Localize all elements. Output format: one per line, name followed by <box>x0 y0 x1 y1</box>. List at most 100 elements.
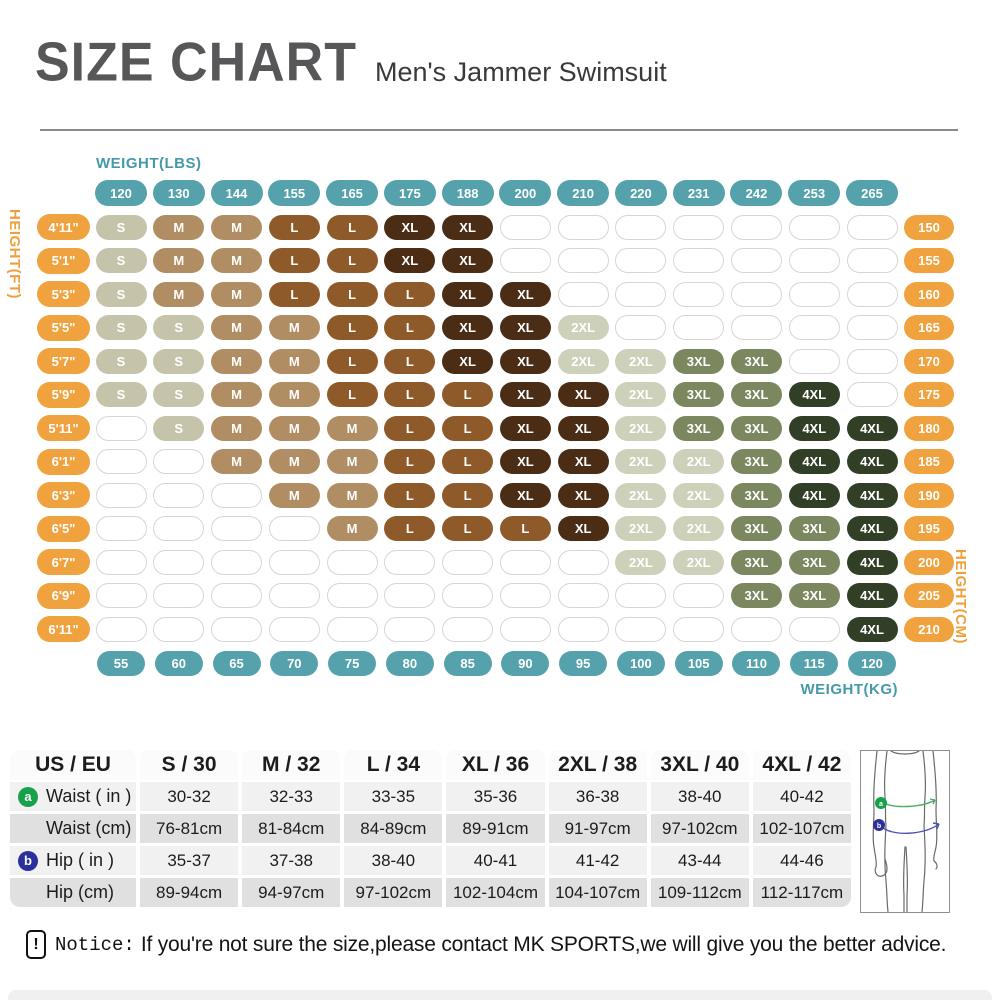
weight-kg-pill: 80 <box>385 650 434 676</box>
notice-bar: ! Notice: If you're not sure the size,pl… <box>26 930 946 959</box>
size-cell-empty <box>557 281 609 307</box>
weight-lbs-pill: 265 <box>846 180 898 206</box>
size-cell-pill: XL <box>442 348 494 374</box>
size-cell-pill: L <box>326 348 378 374</box>
size-cell-pill: S <box>153 382 205 407</box>
size-cell-pill: L <box>384 315 436 340</box>
size-cell-pill: M <box>268 415 320 441</box>
size-cell-empty <box>557 616 609 642</box>
weight-kg-pill: 55 <box>97 650 145 676</box>
height-cm-pill: 165 <box>904 315 954 340</box>
size-cell-pill: XL <box>557 382 609 407</box>
size-cell-empty <box>326 616 378 642</box>
size-cell-pill: 3XL <box>673 415 725 441</box>
height-ft-pill: 6'3" <box>37 482 90 508</box>
size-cell-empty <box>153 516 205 541</box>
table-value-cell: 35-37 <box>140 846 239 875</box>
height-cm-pill: 200 <box>904 549 954 575</box>
size-cell-pill: 3XL <box>788 583 840 608</box>
weight-lbs-pill: 120 <box>95 180 147 206</box>
size-cell-pill: S <box>95 281 147 307</box>
table-value-cell: 104-107cm <box>548 878 647 907</box>
size-cell-pill: M <box>211 281 263 307</box>
height-ft-label: HEIGHT(FT) <box>6 209 23 299</box>
height-cm-pill: 175 <box>904 382 954 407</box>
weight-lbs-label: WEIGHT(LBS) <box>96 155 202 172</box>
size-cell-pill: XL <box>557 482 609 508</box>
size-cell-pill: M <box>153 248 205 273</box>
height-cm-pill: 155 <box>904 248 954 273</box>
size-cell-pill: XL <box>442 315 494 340</box>
size-cell-empty <box>153 616 205 642</box>
row-label-text: Waist ( in ) <box>46 786 132 806</box>
size-cell-empty <box>673 583 725 608</box>
weight-lbs-pill: 165 <box>326 180 379 206</box>
size-cell-empty <box>615 248 667 273</box>
size-cell-pill: 3XL <box>730 415 782 441</box>
size-cell-pill: L <box>268 281 320 307</box>
size-cell-pill: XL <box>557 516 609 541</box>
height-cm-label: HEIGHT(CM) <box>952 549 969 644</box>
size-cell-pill: XL <box>384 214 436 240</box>
height-ft-pill: 4'11" <box>37 214 90 240</box>
table-value-cell: 37-38 <box>242 846 341 875</box>
height-cm-pill: 180 <box>904 415 954 441</box>
size-cell-pill: M <box>268 315 320 340</box>
size-cell-pill: M <box>326 449 378 474</box>
size-cell-empty <box>95 583 147 608</box>
size-cell-empty <box>268 549 320 575</box>
size-cell-pill: M <box>268 382 320 407</box>
size-cell-pill: L <box>384 382 436 407</box>
height-cm-pill: 210 <box>904 616 954 642</box>
size-cell-empty <box>153 482 205 508</box>
size-cell-pill: XL <box>442 214 494 240</box>
size-cell-pill: S <box>95 214 147 240</box>
size-cell-empty <box>615 315 667 340</box>
size-cell-pill: M <box>268 482 320 508</box>
height-cm-pill: 150 <box>904 214 954 240</box>
size-cell-pill: 2XL <box>673 482 725 508</box>
size-cell-empty <box>788 214 840 240</box>
size-cell-empty <box>95 616 147 642</box>
table-value-cell: 109-112cm <box>650 878 749 907</box>
size-cell-empty <box>211 482 263 508</box>
table-header-cell: L / 34 <box>344 750 443 780</box>
weight-kg-pill: 110 <box>732 650 781 676</box>
weight-lbs-pill: 220 <box>614 180 667 206</box>
hip-measure-line: b <box>873 819 940 835</box>
weight-kg-label: WEIGHT(KG) <box>800 681 898 698</box>
bottom-bar <box>8 990 992 1000</box>
row-label-text: Waist (cm) <box>46 818 132 838</box>
weight-kg-pill: 115 <box>790 650 839 676</box>
table-header-cell: US / EU <box>10 750 136 780</box>
height-cm-pill: 190 <box>904 482 954 508</box>
size-cell-pill: L <box>442 482 494 508</box>
size-cell-empty <box>95 482 147 508</box>
weight-lbs-pill: 175 <box>383 180 436 206</box>
size-cell-pill: M <box>211 348 263 374</box>
size-cell-pill: 3XL <box>730 348 782 374</box>
size-cell-pill: 2XL <box>557 348 609 374</box>
table-value-cell: 38-40 <box>344 846 443 875</box>
size-cell-pill: 2XL <box>615 549 667 575</box>
table-value-cell: 40-41 <box>446 846 545 875</box>
height-ft-pill: 6'11" <box>37 616 90 642</box>
size-cell-pill: 2XL <box>615 449 667 474</box>
table-value-cell: 94-97cm <box>242 878 341 907</box>
weight-kg-pill: 90 <box>501 650 550 676</box>
weight-lbs-pill: 144 <box>210 180 263 206</box>
size-cell-pill: 4XL <box>846 449 898 474</box>
table-value-cell: 36-38 <box>548 782 647 811</box>
table-value-cell: 89-91cm <box>446 814 545 843</box>
size-cell-empty <box>326 583 378 608</box>
size-cell-pill: L <box>442 516 494 541</box>
size-cell-empty <box>211 616 263 642</box>
header: SIZE CHART Men's Jammer Swimsuit <box>35 35 667 90</box>
size-cell-empty <box>788 616 840 642</box>
table-value-cell: 102-104cm <box>446 878 545 907</box>
size-cell-empty <box>211 516 263 541</box>
size-cell-pill: L <box>326 382 378 407</box>
height-ft-pill: 6'7" <box>37 549 90 575</box>
height-ft-pill: 6'9" <box>37 582 90 609</box>
size-cell-empty <box>730 616 782 642</box>
